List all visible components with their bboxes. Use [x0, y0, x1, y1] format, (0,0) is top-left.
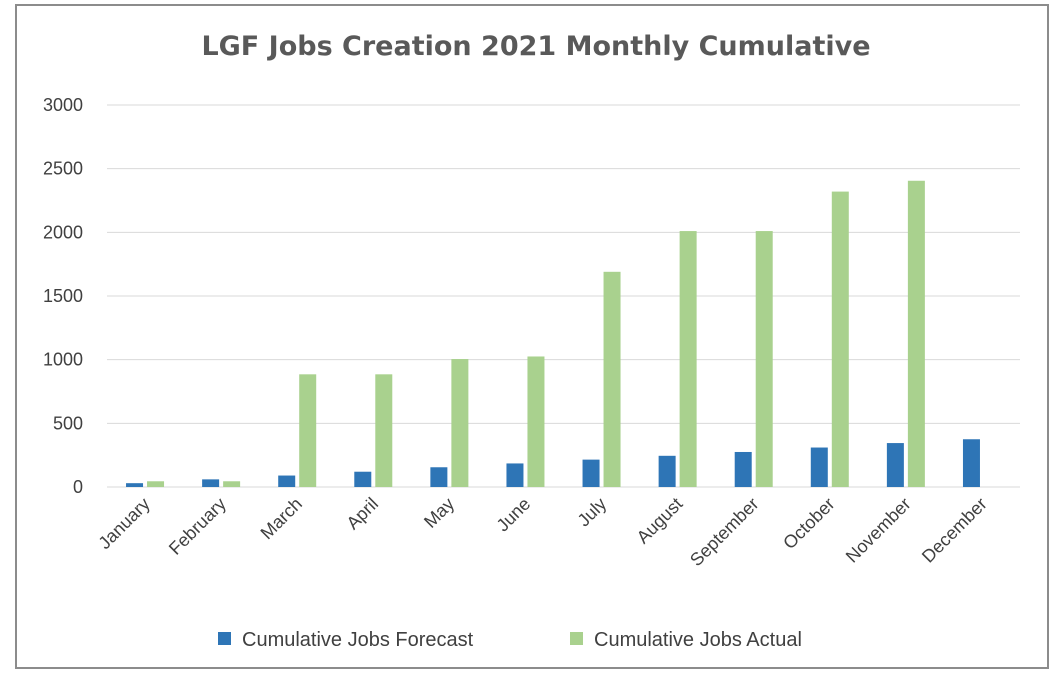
- y-tick-label: 0: [73, 477, 83, 497]
- legend-label-forecast: Cumulative Jobs Forecast: [242, 629, 474, 651]
- bar-actual-september: [755, 231, 773, 487]
- x-tick-label: July: [574, 494, 611, 531]
- x-tick-label: May: [420, 494, 458, 532]
- bar-actual-october: [831, 191, 849, 487]
- bar-forecast-may: [430, 467, 448, 487]
- bar-forecast-august: [658, 455, 676, 487]
- bar-actual-june: [527, 356, 545, 487]
- legend: Cumulative Jobs Forecast Cumulative Jobs …: [218, 629, 802, 651]
- bar-forecast-february: [202, 479, 220, 487]
- x-tick-label: November: [842, 494, 915, 567]
- x-tick-label: June: [493, 494, 535, 536]
- x-axis-ticks: January February March April May June July Augu…: [94, 494, 990, 570]
- chart-title: LGF Jobs Creation 2021 Monthly Cumulativ…: [201, 31, 870, 62]
- legend-swatch-actual: [570, 632, 583, 645]
- bar-forecast-january: [126, 483, 144, 487]
- y-tick-label: 2000: [43, 222, 83, 242]
- y-tick-label: 500: [53, 413, 83, 433]
- x-tick-label: February: [165, 494, 230, 559]
- bar-actual-february: [223, 481, 241, 487]
- bar-forecast-june: [506, 463, 524, 487]
- bar-actual-may: [451, 359, 469, 487]
- bar-forecast-november: [886, 443, 904, 487]
- legend-label-actual: Cumulative Jobs Actual: [594, 629, 802, 651]
- x-tick-label: October: [779, 494, 838, 553]
- y-tick-label: 2500: [43, 159, 83, 179]
- bar-actual-august: [679, 231, 697, 487]
- bar-actual-july: [603, 271, 621, 487]
- bar-actual-november: [907, 180, 925, 487]
- bar-actual-april: [375, 374, 393, 487]
- bar-actual-march: [299, 374, 317, 487]
- y-axis-ticks: 0 500 1000 1500 2000 2500 3000: [43, 95, 83, 497]
- bar-forecast-october: [810, 447, 828, 487]
- y-tick-label: 1500: [43, 286, 83, 306]
- y-tick-label: 1000: [43, 350, 83, 370]
- legend-swatch-forecast: [218, 632, 231, 645]
- x-tick-label: December: [918, 494, 991, 567]
- x-tick-label: August: [633, 494, 687, 548]
- bar-forecast-july: [582, 459, 600, 487]
- x-tick-label: September: [686, 494, 762, 570]
- bar-forecast-april: [354, 471, 372, 487]
- bar-forecast-march: [278, 475, 296, 487]
- bar-forecast-september: [734, 451, 752, 487]
- y-tick-label: 3000: [43, 95, 83, 115]
- bars: [126, 180, 980, 487]
- bar-forecast-december: [962, 439, 980, 487]
- x-tick-label: March: [257, 494, 307, 544]
- chart-frame: [15, 4, 1049, 669]
- x-tick-label: January: [94, 494, 153, 553]
- bar-actual-january: [147, 481, 165, 487]
- x-tick-label: April: [343, 494, 383, 534]
- gridlines: [107, 104, 1020, 488]
